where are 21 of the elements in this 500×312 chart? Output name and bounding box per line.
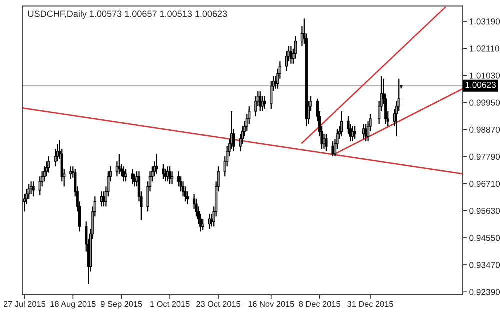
- y-tick-label: 1.01030: [470, 72, 500, 79]
- y-tick-label: 0.95630: [470, 208, 500, 214]
- y-tick-label: 0.97790: [470, 154, 500, 160]
- chart-title: USDCHF,Daily 1.00573 1.00657 1.00513 1.00623: [28, 10, 228, 19]
- x-tick-label: 31 Dec 2015: [348, 301, 394, 308]
- y-tick-label: 0.93470: [470, 262, 500, 268]
- x-tick-label: 27 Jul 2015: [4, 301, 46, 308]
- y-tick-label: 0.92390: [470, 289, 500, 296]
- y-tick-label: 0.99950: [470, 100, 500, 106]
- x-tick-label: 8 Dec 2015: [299, 301, 340, 308]
- y-tick-label: 1.02110: [470, 46, 500, 52]
- x-tick-label: 9 Sep 2015: [101, 301, 142, 309]
- y-tick-label: 0.98870: [470, 126, 500, 133]
- x-tick-label: 23 Oct 2015: [196, 301, 241, 308]
- y-tick-label: 0.96710: [470, 180, 500, 188]
- x-tick-label: 16 Nov 2015: [248, 301, 294, 308]
- y-tick-label: 1.03190: [470, 18, 500, 25]
- y-tick-label: 0.94550: [470, 235, 500, 242]
- x-tick-label: 18 Aug 2015: [50, 301, 96, 309]
- x-tick-label: 1 Oct 2015: [150, 301, 190, 308]
- ref-line-label: 1.00623: [466, 82, 496, 88]
